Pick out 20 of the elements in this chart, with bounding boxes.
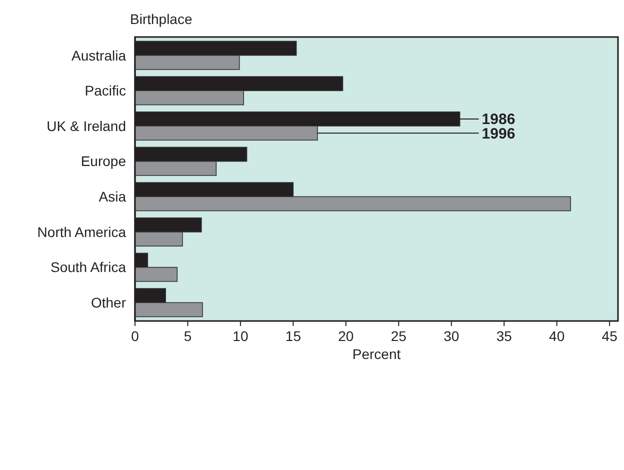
y-tick-label: North America: [37, 224, 126, 240]
x-tick-label: 30: [444, 328, 460, 344]
x-tick-label: 5: [184, 328, 192, 344]
x-tick-label: 25: [390, 328, 407, 344]
y-tick-label: Asia: [98, 188, 126, 205]
y-tick-label: Europe: [80, 153, 126, 170]
x-tick-label: 40: [549, 328, 565, 344]
x-tick-label: 35: [496, 328, 512, 344]
y-axis-title: Birthplace: [130, 11, 192, 27]
x-tick-label: 15: [285, 328, 302, 344]
y-tick-label: South Africa: [50, 259, 126, 276]
x-tick-label: 20: [338, 328, 354, 344]
x-tick-label: 0: [131, 328, 140, 344]
y-tick-label: Australia: [72, 47, 126, 64]
x-tick-label: 10: [232, 328, 248, 344]
x-tick-label: 45: [602, 328, 618, 344]
y-tick-label: Pacific: [84, 82, 126, 99]
x-axis-title: Percent: [352, 346, 401, 362]
y-tick-label: UK & Ireland: [46, 118, 126, 134]
y-tick-label: Other: [90, 294, 126, 311]
